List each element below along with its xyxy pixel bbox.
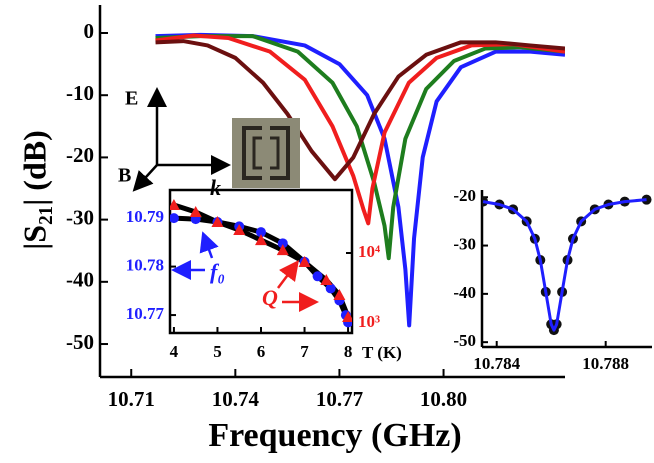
y-tick-label: -30 (66, 205, 94, 229)
annotation: B (118, 165, 131, 187)
data-point (211, 216, 224, 228)
y-tick-label: -10 (66, 81, 94, 105)
plot-2: 10.784 10.788 -20 -30 -40 -50 (453, 186, 652, 373)
y-tick-label: -40 (66, 268, 94, 292)
y-tick-label: 0 (84, 19, 95, 43)
y-tick-label: -50 (66, 330, 94, 354)
x-tick-label: 10.71 (108, 387, 155, 411)
x-tick-label: 4 (170, 342, 179, 361)
x-axis-label: Frequency (GHz) (208, 417, 461, 454)
series-group (170, 198, 352, 328)
data-line (155, 32, 565, 328)
y2-tick-label: 10⁴ (358, 242, 380, 261)
field-axes (132, 87, 231, 192)
y2-tick-label: 10³ (358, 312, 380, 331)
y-tick-label: -20 (66, 143, 94, 167)
y-tick-label: -20 (453, 186, 476, 205)
y-tick-label: 10.77 (126, 304, 165, 323)
data-line (155, 39, 565, 182)
y-axis-label: |S₂₁| (dB) (16, 130, 52, 250)
data-line (155, 33, 565, 226)
data-line (155, 34, 565, 261)
plot-1: 4 5 6 7 8 10.79 10.78 10.77 10³ 10⁴ (126, 188, 380, 361)
annotation: E (125, 88, 138, 110)
x-tick-label: 10.788 (582, 354, 629, 373)
data-point (276, 244, 289, 256)
x-tick-label: 10.74 (212, 387, 260, 411)
x-tick-label: 10.80 (420, 387, 467, 411)
annotation: Q (262, 285, 278, 310)
x-tick-label: 10.77 (316, 387, 363, 411)
x-axis-label: T (K) (362, 343, 402, 362)
plot-layer: 10.71 10.74 10.77 10.80 0 -10 -20 -30 -40 -50 4 5 6 7… (66, 5, 652, 411)
annotation: k (210, 175, 221, 200)
data-point (189, 206, 202, 218)
inset-arrows (171, 231, 319, 312)
x-tick-label: 5 (213, 342, 222, 361)
data-point (170, 213, 179, 224)
data-point (277, 238, 288, 249)
data-point (342, 310, 352, 322)
x-tick-label: 7 (300, 342, 309, 361)
data-point (256, 227, 266, 238)
x-tick-label: 10.784 (473, 354, 520, 373)
series-group (155, 32, 565, 328)
annotation: f₀ (210, 259, 225, 284)
data-point (641, 194, 652, 205)
plot-0: 10.71 10.74 10.77 10.80 0 -10 -20 -30 -40 -50 (66, 5, 565, 411)
x-tick-label: 6 (257, 342, 266, 361)
data-point (298, 256, 311, 268)
data-point (312, 271, 323, 282)
data-line (482, 198, 647, 332)
data-point (255, 234, 267, 246)
y-tick-label: -40 (453, 283, 476, 302)
data-point (320, 274, 333, 286)
y-tick-label: 10.78 (126, 255, 164, 274)
y-tick-label: -50 (453, 331, 476, 350)
data-point (325, 283, 336, 294)
resonator-image (232, 118, 300, 188)
y-tick-label: 10.79 (126, 207, 164, 226)
x-tick-label: 8 (344, 342, 353, 361)
data-point (233, 224, 246, 236)
y-tick-label: -30 (453, 234, 476, 253)
data-point (170, 198, 180, 210)
data-point (333, 289, 346, 301)
series-group (482, 194, 652, 336)
